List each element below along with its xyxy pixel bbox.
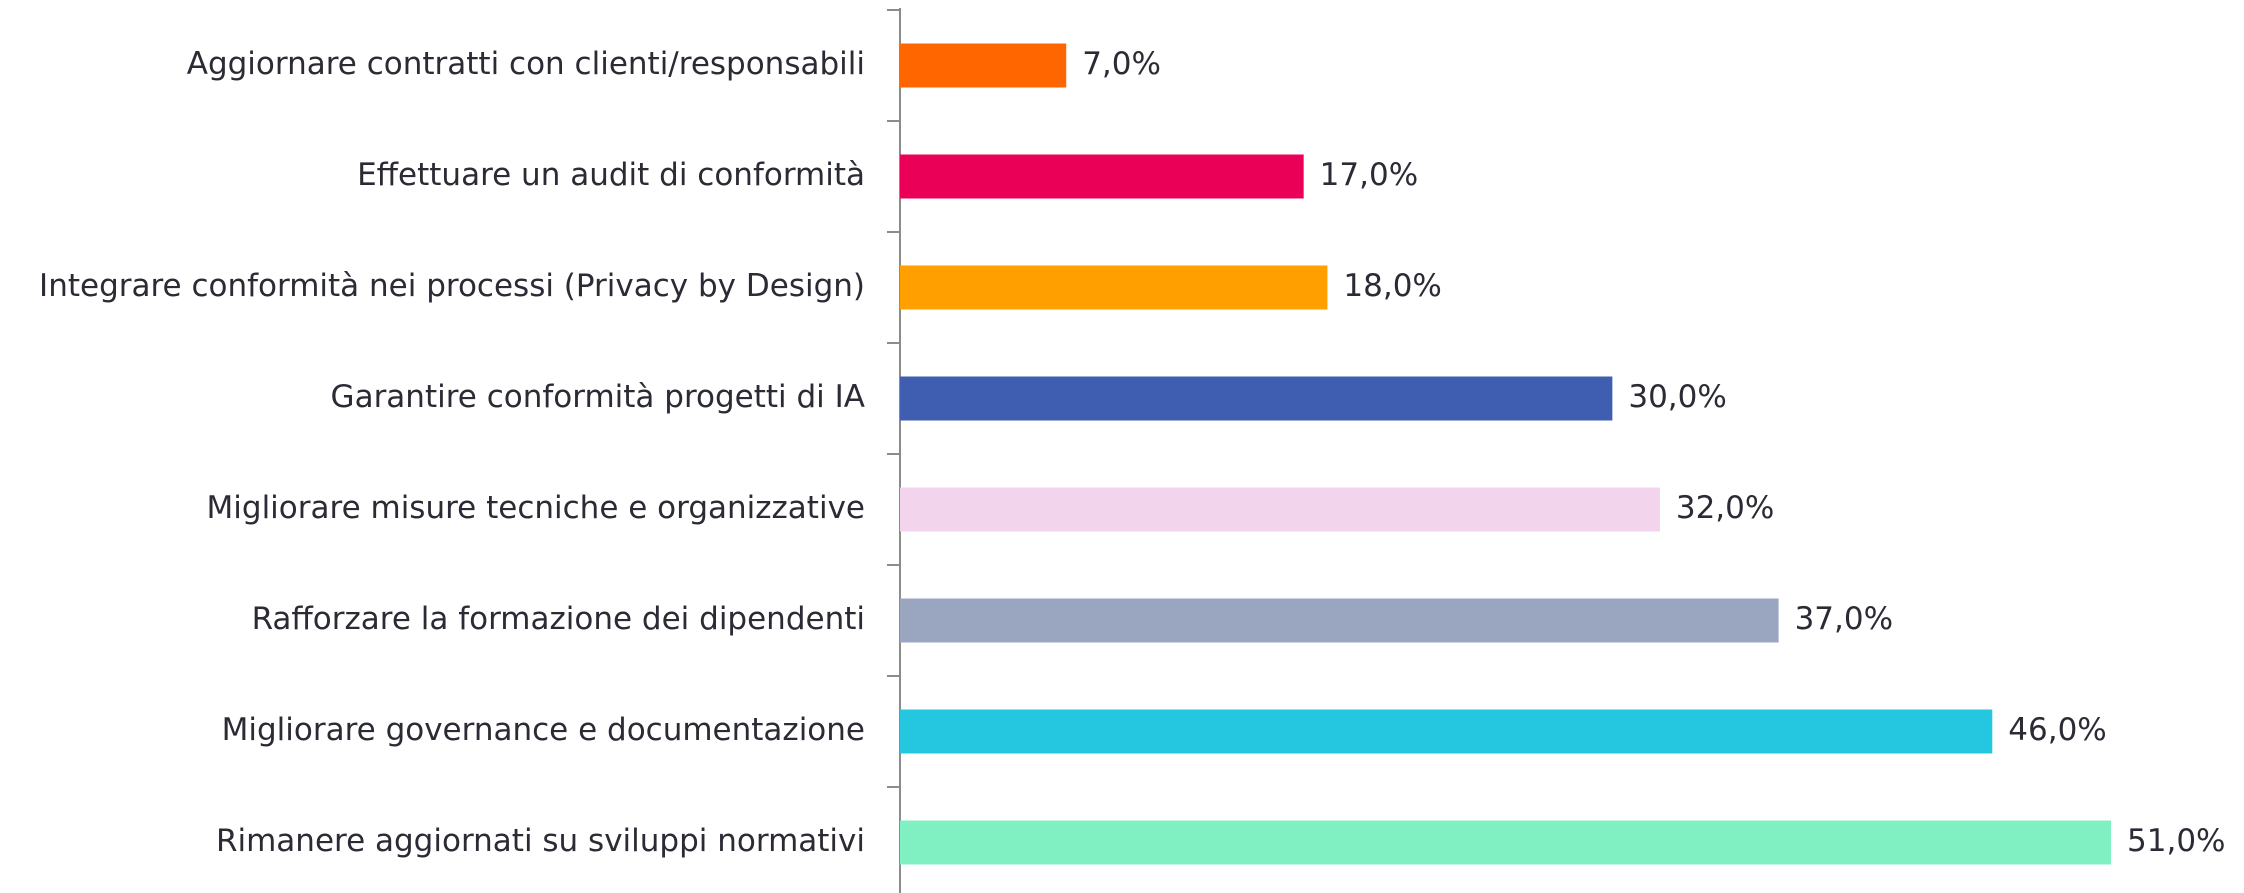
value-label: 17,0% xyxy=(1320,157,1418,193)
category-label: Effettuare un audit di conformità xyxy=(357,157,865,193)
value-label: 37,0% xyxy=(1795,601,1893,637)
bar xyxy=(900,43,1067,88)
category-label: Garantire conformità progetti di IA xyxy=(331,379,865,415)
value-label: 18,0% xyxy=(1343,268,1441,304)
bar xyxy=(900,154,1304,199)
value-label: 51,0% xyxy=(2127,823,2225,859)
value-label: 32,0% xyxy=(1676,490,1774,526)
bar xyxy=(900,487,1660,532)
value-label: 30,0% xyxy=(1628,379,1726,415)
category-label: Migliorare governance e documentazione xyxy=(222,712,865,748)
bar xyxy=(900,820,2112,865)
bar xyxy=(900,376,1613,421)
bar xyxy=(900,265,1328,310)
category-label: Rafforzare la formazione dei dipendenti xyxy=(252,601,865,637)
category-label: Integrare conformità nei processi (Priva… xyxy=(39,268,865,304)
category-label: Aggiornare contratti con clienti/respons… xyxy=(187,46,865,82)
category-label: Rimanere aggiornati su sviluppi normativ… xyxy=(216,823,865,859)
category-label: Migliorare misure tecniche e organizzati… xyxy=(207,490,865,526)
bar xyxy=(900,709,1993,754)
value-label: 46,0% xyxy=(2008,712,2106,748)
bar xyxy=(900,598,1779,643)
value-label: 7,0% xyxy=(1082,46,1161,82)
